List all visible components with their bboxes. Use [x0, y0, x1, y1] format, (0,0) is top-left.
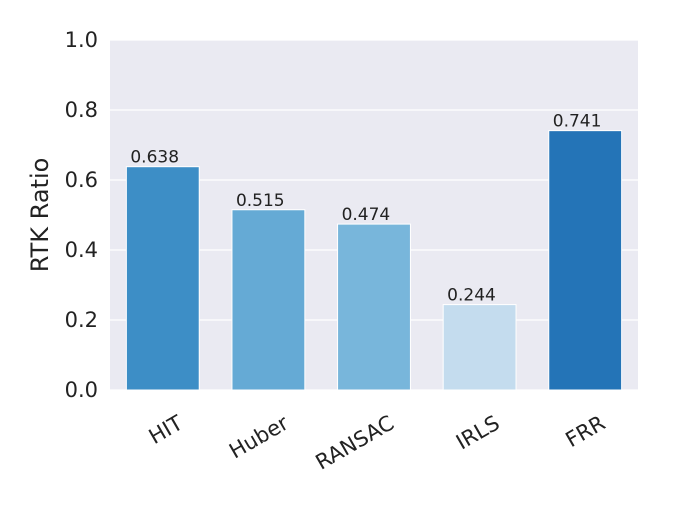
value-label-huber: 0.515 — [236, 191, 285, 211]
x-tick-labels: HIT Huber RANSAC IRLS FRR — [145, 411, 610, 475]
value-label-hit: 0.638 — [130, 148, 179, 168]
bar-irls — [442, 304, 517, 391]
bar-frr — [548, 130, 623, 391]
value-label-frr: 0.741 — [553, 112, 602, 132]
bars — [125, 130, 623, 391]
x-tick-label-huber: Huber — [225, 411, 293, 464]
y-tick-label: 0.8 — [65, 98, 98, 122]
y-tick-label: 0.4 — [65, 238, 98, 262]
bar-hit — [125, 166, 200, 391]
bar-ransac — [337, 223, 411, 391]
value-label-ransac: 0.474 — [342, 205, 391, 225]
y-tick-label: 0.2 — [65, 308, 98, 332]
bar-huber — [231, 209, 306, 391]
x-tick-label-irls: IRLS — [452, 411, 504, 455]
y-tick-label: 1.0 — [65, 28, 98, 52]
y-axis-label: RTK Ratio — [26, 158, 54, 273]
y-tick-label: 0.0 — [65, 378, 98, 402]
y-tick-labels: 0.0 0.2 0.4 0.6 0.8 1.0 — [65, 28, 98, 402]
x-tick-label-hit: HIT — [145, 411, 187, 449]
y-tick-label: 0.6 — [65, 168, 98, 192]
value-label-irls: 0.244 — [447, 286, 496, 306]
x-tick-label-ransac: RANSAC — [311, 411, 398, 475]
value-labels: 0.638 0.515 0.474 0.244 0.741 — [130, 112, 601, 306]
x-tick-label-frr: FRR — [562, 411, 610, 452]
